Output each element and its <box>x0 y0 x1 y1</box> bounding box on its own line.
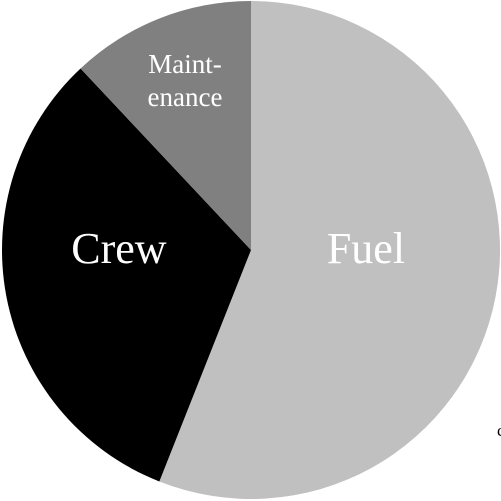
slice-label: enance <box>148 82 223 112</box>
slice-label: Crew <box>71 224 167 273</box>
slice-label: Maint- <box>148 49 222 79</box>
pie-slice <box>1 68 251 482</box>
pie-slice <box>159 1 501 499</box>
slice-label: Fuel <box>327 224 405 273</box>
pie-slice <box>80 1 252 250</box>
annotation: c <box>497 421 501 440</box>
